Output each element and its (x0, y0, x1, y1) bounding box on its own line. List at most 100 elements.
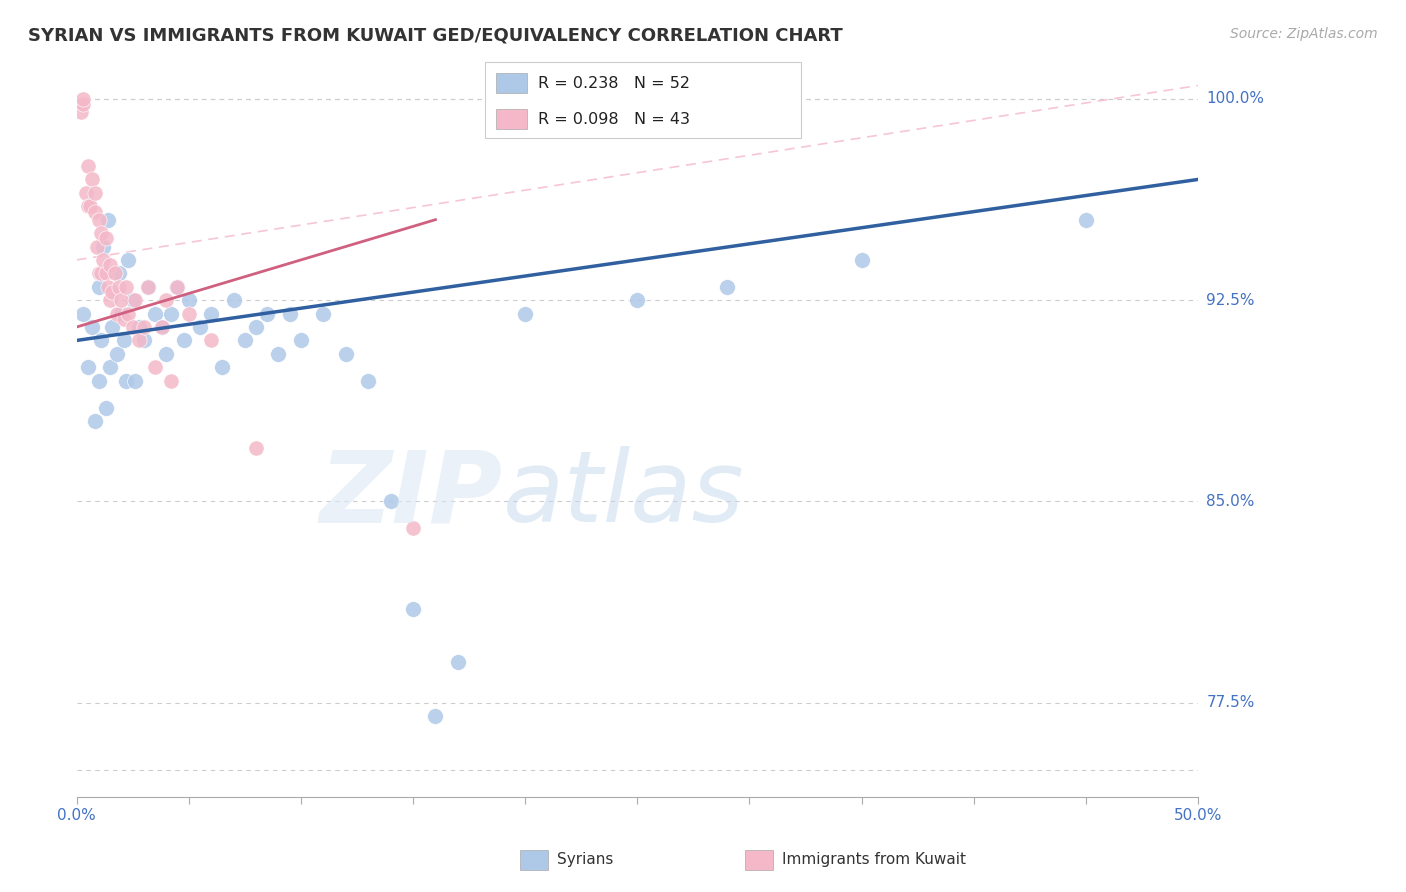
Point (105, 347, 128, 361)
Point (79, 199, 101, 213)
Point (115, 374, 138, 388)
Point (132, 320, 155, 334)
Point (83, 204, 105, 219)
Point (117, 307, 139, 321)
Point (188, 320, 211, 334)
Point (83, 414, 105, 428)
Point (87, 279, 110, 293)
Point (159, 374, 181, 388)
Point (98, 258, 121, 272)
Point (166, 279, 188, 293)
Point (173, 334, 195, 348)
Point (121, 293, 143, 308)
Text: SYRIAN VS IMMIGRANTS FROM KUWAIT GED/EQUIVALENCY CORRELATION CHART: SYRIAN VS IMMIGRANTS FROM KUWAIT GED/EQU… (28, 27, 842, 45)
Point (93, 252, 115, 267)
Point (138, 279, 160, 293)
Point (132, 334, 155, 348)
Point (312, 307, 335, 321)
Point (245, 441, 267, 455)
Text: 92.5%: 92.5% (1206, 293, 1256, 308)
Point (112, 312, 135, 326)
Point (1074, 212, 1097, 227)
Point (267, 347, 290, 361)
Point (93, 239, 115, 253)
Point (94, 231, 117, 245)
Point (94, 401, 117, 415)
Point (150, 320, 173, 334)
Point (90, 226, 112, 240)
Point (402, 521, 425, 535)
Point (851, 252, 873, 267)
Point (177, 307, 200, 321)
Point (143, 360, 166, 375)
Text: atlas: atlas (503, 446, 744, 543)
Point (138, 279, 160, 293)
Point (98, 293, 121, 308)
Point (200, 307, 222, 321)
Point (200, 334, 222, 348)
Point (245, 320, 267, 334)
Point (72, 307, 94, 321)
Point (233, 334, 256, 348)
Point (121, 320, 143, 334)
Point (83, 186, 105, 200)
Point (76, 360, 98, 375)
Point (124, 374, 146, 388)
Point (515, 307, 537, 321)
Point (90, 266, 112, 280)
Point (425, 709, 447, 723)
Point (159, 307, 181, 321)
Point (166, 279, 188, 293)
Text: Source: ZipAtlas.com: Source: ZipAtlas.com (1230, 27, 1378, 41)
Point (278, 307, 301, 321)
Text: Immigrants from Kuwait: Immigrants from Kuwait (782, 853, 966, 867)
Point (626, 293, 648, 308)
Point (128, 334, 150, 348)
Point (357, 374, 380, 388)
Point (110, 293, 132, 308)
Point (335, 347, 357, 361)
Text: R = 0.238   N = 52: R = 0.238 N = 52 (538, 76, 690, 91)
Point (94, 266, 117, 280)
Text: ZIP: ZIP (319, 446, 503, 543)
Point (222, 293, 245, 308)
Point (290, 334, 312, 348)
Point (87, 266, 110, 280)
Point (104, 266, 127, 280)
Point (402, 602, 425, 616)
Point (256, 307, 278, 321)
Text: 77.5%: 77.5% (1206, 695, 1254, 710)
Point (155, 347, 177, 361)
Point (108, 266, 131, 280)
Point (101, 320, 124, 334)
Point (82, 172, 104, 186)
Point (72, 92, 94, 106)
Point (87, 212, 110, 227)
Point (105, 307, 128, 321)
Point (82, 320, 104, 334)
Point (86, 239, 108, 253)
Point (117, 252, 139, 267)
Point (155, 293, 177, 308)
Point (75, 186, 97, 200)
Point (98, 360, 121, 375)
Point (108, 279, 131, 293)
Point (112, 334, 135, 348)
Point (128, 320, 150, 334)
Point (76, 199, 98, 213)
Point (76, 159, 98, 173)
Point (97, 212, 120, 227)
Text: Syrians: Syrians (557, 853, 613, 867)
Text: R = 0.098   N = 43: R = 0.098 N = 43 (538, 112, 690, 127)
Point (90, 334, 112, 348)
Point (143, 307, 166, 321)
Point (716, 279, 738, 293)
Point (124, 293, 146, 308)
Point (150, 320, 173, 334)
Point (72, 97, 94, 112)
Text: 100.0%: 100.0% (1206, 91, 1264, 106)
Point (447, 656, 470, 670)
Point (177, 293, 200, 308)
Point (211, 360, 233, 375)
Point (101, 285, 124, 300)
